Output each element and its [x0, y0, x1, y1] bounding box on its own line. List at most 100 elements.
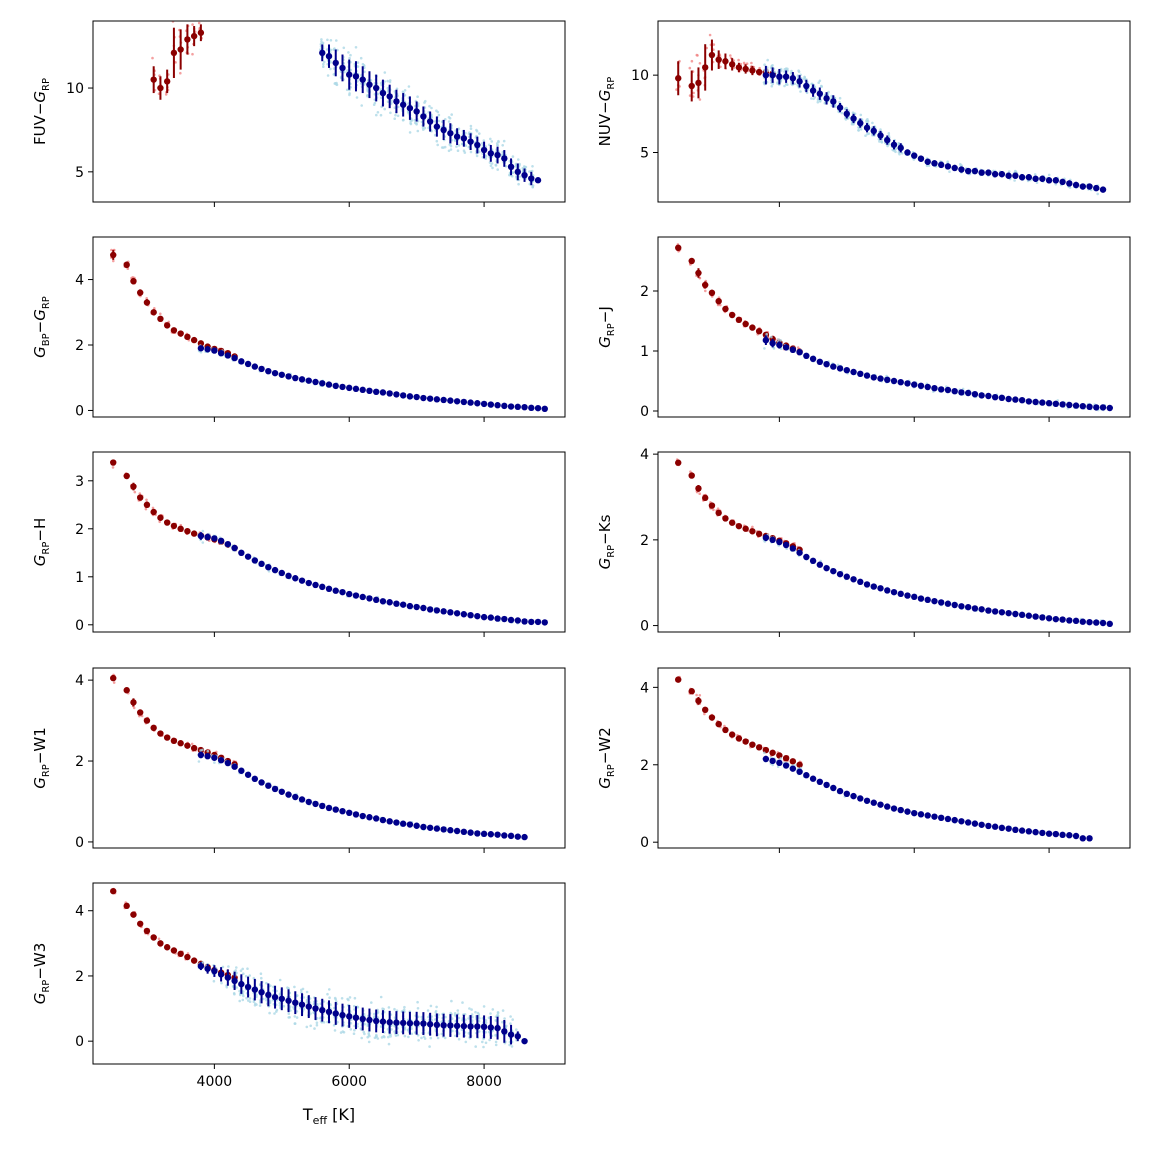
blue-mean-point	[339, 383, 346, 391]
blue-scatter-point	[326, 74, 330, 77]
panel-data-layer	[675, 675, 1093, 842]
blue-scatter-point	[320, 38, 323, 41]
red-scatter-point	[159, 312, 162, 316]
blue-mean-point	[1079, 183, 1087, 190]
panel-data-layer	[675, 458, 1113, 628]
y-axis-label-part: RP	[606, 764, 617, 777]
blue-scatter-point	[490, 162, 494, 165]
red-mean-series	[150, 24, 205, 100]
blue-mean-point	[1066, 180, 1073, 187]
blue-mean-point	[911, 809, 918, 817]
blue-mean-point	[211, 535, 218, 542]
blue-mean-point	[998, 609, 1006, 616]
panel-data-layer	[110, 248, 548, 413]
y-tick-label: 3	[75, 474, 84, 490]
blue-mean-point	[897, 144, 904, 152]
y-axis-label: GRP−W1	[31, 727, 52, 789]
blue-mean-point	[776, 759, 783, 767]
blue-mean-point	[271, 785, 279, 793]
y-axis-label-part: −J	[596, 306, 614, 323]
blue-mean-point	[971, 391, 979, 398]
y-axis-label-part: FUV−	[31, 103, 49, 145]
blue-mean-point	[447, 609, 454, 616]
blue-mean-point	[1079, 835, 1087, 842]
y-axis-label-part: RP	[41, 764, 52, 777]
y-tick-label: 4	[640, 680, 649, 696]
blue-mean-point	[789, 346, 797, 353]
red-mean-point	[702, 281, 709, 289]
blue-scatter-point	[508, 173, 511, 177]
blue-mean-point	[507, 832, 515, 840]
blue-scatter-point	[457, 127, 461, 130]
blue-mean-point	[1045, 830, 1053, 837]
blue-scatter-point	[467, 145, 471, 149]
blue-mean-point	[426, 395, 434, 402]
blue-mean-point	[863, 124, 871, 131]
blue-scatter-point	[785, 82, 788, 86]
blue-mean-point	[339, 64, 346, 72]
axes-frame	[657, 236, 1131, 418]
red-mean-point	[190, 744, 198, 752]
red-mean-point	[143, 717, 151, 724]
blue-mean-point	[1072, 832, 1080, 840]
red-mean-series	[675, 676, 803, 768]
blue-mean-point	[938, 161, 945, 169]
blue-scatter-point	[776, 765, 780, 768]
blue-mean-point	[258, 779, 265, 786]
red-mean-point	[708, 502, 716, 509]
blue-scatter-point	[440, 146, 444, 149]
blue-mean-point	[379, 89, 387, 97]
blue-mean-point	[420, 394, 427, 402]
red-scatter-point	[110, 248, 113, 252]
blue-mean-point	[285, 572, 292, 580]
blue-mean-point	[931, 813, 938, 820]
blue-mean-point	[399, 820, 407, 827]
y-axis-label-part: −W1	[31, 727, 49, 764]
blue-mean-point	[911, 381, 918, 388]
blue-mean-point	[823, 95, 830, 102]
blue-mean-point	[1099, 186, 1107, 193]
blue-mean-point	[332, 587, 339, 594]
blue-scatter-point	[416, 129, 420, 133]
red-mean-point	[735, 522, 743, 530]
blue-mean-point	[917, 155, 925, 162]
y-axis-label-part: G	[31, 555, 49, 567]
blue-scatter-point	[430, 116, 434, 119]
blue-mean-point	[964, 819, 972, 826]
blue-scatter-point	[389, 111, 392, 115]
y-tick-label: 1	[75, 570, 84, 586]
blue-mean-point	[904, 592, 911, 599]
blue-scatter-point	[857, 129, 860, 132]
panel-rp_j: 0 1 2 GRP−J	[596, 236, 1131, 422]
blue-mean-point	[1052, 177, 1060, 184]
blue-scatter-point	[1007, 170, 1011, 173]
blue-scatter-point	[379, 113, 383, 117]
blue-mean-point	[413, 108, 420, 115]
blue-mean-point	[352, 73, 360, 80]
blue-mean-point	[251, 775, 259, 783]
blue-mean-point	[244, 360, 252, 368]
y-axis-label-part: −H	[31, 518, 49, 542]
y-axis-label-part: BP	[41, 333, 52, 346]
blue-mean-point	[501, 615, 508, 623]
blue-mean-point	[359, 812, 366, 820]
blue-mean-point	[453, 610, 461, 617]
blue-mean-point	[298, 376, 306, 383]
red-mean-point	[163, 734, 171, 741]
blue-scatter-point	[897, 151, 901, 154]
blue-mean-point	[238, 358, 245, 365]
blue-mean-point	[440, 126, 447, 134]
blue-mean-point	[998, 824, 1006, 832]
y-tick-label: 0	[75, 835, 84, 851]
red-mean-point	[190, 530, 198, 537]
y-axis-label: NUV−GRP	[596, 77, 617, 147]
red-scatter-point	[708, 33, 712, 37]
blue-scatter-point	[827, 90, 830, 94]
red-scatter-point	[145, 498, 148, 502]
blue-mean-point	[870, 799, 877, 806]
blue-mean-point	[305, 377, 312, 384]
red-mean-point	[137, 709, 144, 716]
red-mean-point	[702, 64, 709, 71]
blue-scatter-point	[343, 70, 346, 74]
